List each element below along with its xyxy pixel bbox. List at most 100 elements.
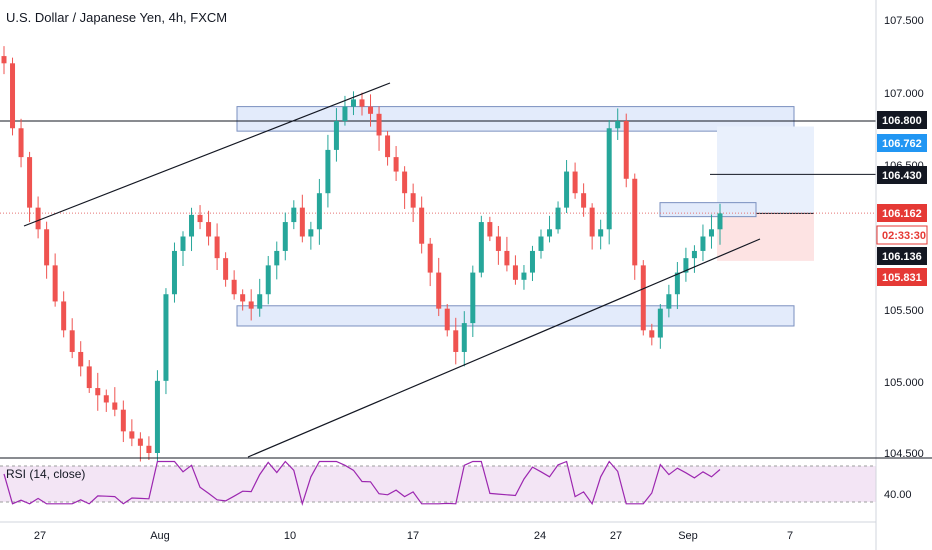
price-tag — [877, 166, 927, 184]
candle-body — [231, 279, 237, 295]
candle-body — [44, 229, 50, 266]
candle-body — [291, 207, 297, 223]
price-axis-label: 107.000 — [884, 88, 924, 100]
price-tag-text: 106.136 — [882, 251, 922, 263]
candle-body — [444, 308, 450, 331]
axis-labels-layer: 107.500107.000106.500105.500105.000104.5… — [34, 15, 928, 542]
resistance-zone — [236, 106, 795, 132]
candle-body — [274, 250, 280, 266]
candle-body — [504, 250, 510, 266]
candle-body — [683, 258, 689, 273]
candle-body — [282, 222, 288, 251]
upper-trend-line — [23, 82, 391, 227]
price-tag — [877, 134, 927, 152]
candle-body — [393, 157, 399, 172]
candle-body — [606, 128, 612, 230]
price-tag-text: 105.831 — [882, 272, 922, 284]
candle-body — [86, 366, 92, 389]
long-position-target-area — [717, 126, 814, 214]
price-axis-label: 107.500 — [884, 15, 924, 27]
candle-body — [333, 121, 339, 150]
candle-body — [547, 229, 553, 237]
time-axis-label: Sep — [678, 530, 698, 542]
price-tag-text: 106.162 — [882, 208, 922, 220]
candle-body — [52, 265, 58, 302]
price-tag — [876, 225, 928, 245]
candle-body — [640, 265, 646, 331]
candle-body — [589, 207, 595, 237]
candle-body — [308, 229, 314, 237]
price-tag — [877, 111, 927, 129]
time-axis-label: 7 — [787, 530, 793, 542]
candle-body — [666, 294, 672, 309]
candle-body — [214, 236, 220, 259]
rsi-indicator-label[interactable]: RSI (14, close) — [6, 467, 86, 481]
candle-body — [453, 330, 459, 352]
candle-body — [495, 236, 501, 251]
candle-body — [189, 214, 195, 237]
long-position-stop-area — [717, 213, 814, 261]
candle-body — [470, 272, 476, 324]
candle-body — [35, 207, 41, 230]
candle-body — [316, 193, 322, 230]
rsi-chart-layer — [0, 460, 876, 506]
candle-body — [350, 99, 356, 107]
candle-body — [581, 193, 587, 208]
candle-body — [487, 222, 493, 237]
candle-body — [478, 222, 484, 273]
time-axis-label: Aug — [150, 530, 170, 542]
candle-body — [512, 265, 518, 280]
candle-body — [623, 121, 629, 179]
candle-body — [538, 236, 544, 251]
candle-body — [206, 222, 212, 237]
candle-body — [78, 351, 84, 367]
candle-body — [368, 106, 374, 114]
candle-body — [299, 207, 305, 237]
candle-body — [248, 301, 254, 309]
candle-body — [61, 301, 67, 331]
candle-body — [27, 157, 33, 208]
rsi-axis-label: 40.00 — [884, 489, 912, 501]
candle-body — [1, 56, 7, 64]
candle-body — [691, 250, 697, 259]
candle-body — [436, 272, 442, 309]
rsi-line — [3, 460, 721, 506]
candle-body — [402, 171, 408, 194]
candle-body — [120, 409, 126, 432]
candle-body — [427, 243, 433, 273]
candle-body — [154, 380, 160, 453]
candle-body — [674, 272, 680, 295]
candle-body — [69, 330, 75, 352]
price-tag — [877, 247, 927, 265]
candle-body — [572, 171, 578, 194]
candle-body — [10, 63, 16, 129]
candle-body — [649, 330, 655, 338]
candle-body — [529, 250, 535, 273]
price-tag — [877, 268, 927, 286]
price-tag-text: 106.430 — [882, 170, 922, 182]
time-axis-label: 17 — [407, 530, 419, 542]
candle-body — [615, 121, 621, 129]
candle-body — [708, 229, 714, 237]
candle-body — [419, 207, 425, 244]
price-tag-text: 02:33:30 — [882, 230, 926, 242]
price-tag — [877, 204, 927, 222]
candle-body — [240, 294, 246, 302]
candle-body — [717, 213, 723, 230]
candle-body — [171, 250, 177, 295]
candle-body — [146, 445, 152, 453]
price-axis-label: 104.500 — [884, 448, 924, 460]
lower-trend-line — [247, 238, 761, 458]
candle-body — [598, 229, 604, 237]
candle-body — [18, 128, 24, 158]
price-tag-text: 106.762 — [882, 138, 922, 150]
time-axis-label: 27 — [610, 530, 622, 542]
candle-body — [257, 294, 263, 309]
rsi-band — [0, 466, 876, 502]
time-axis-label: 27 — [34, 530, 46, 542]
candle-body — [359, 99, 365, 107]
candle-body — [410, 193, 416, 208]
price-axis-label: 105.500 — [884, 305, 924, 317]
support-zone — [236, 305, 795, 327]
